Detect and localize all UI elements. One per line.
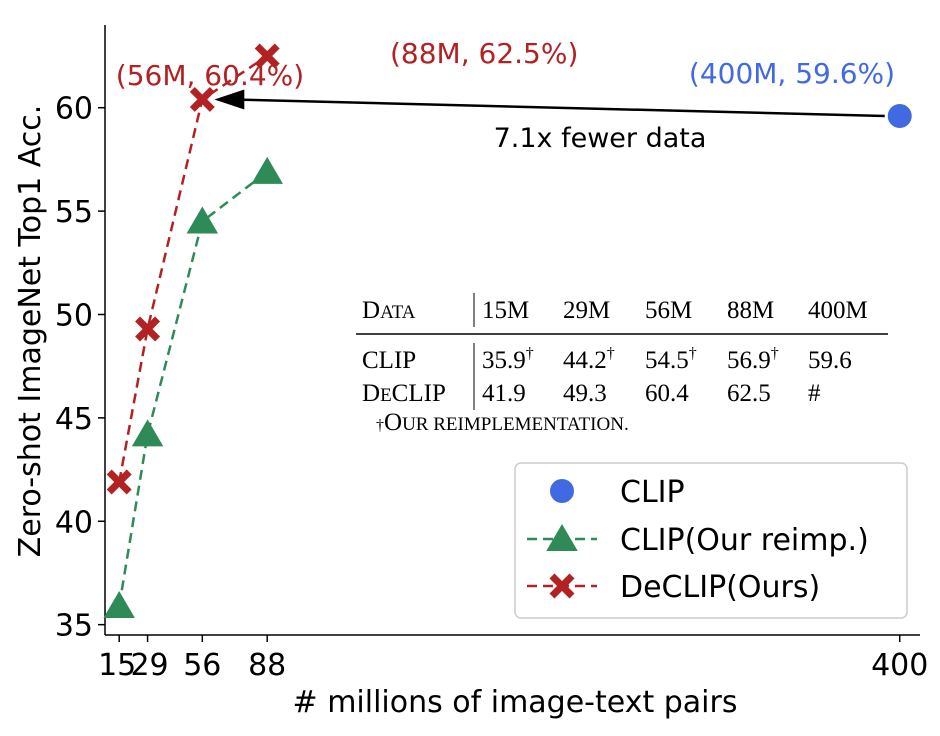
x-tick-label: 400 (871, 648, 928, 683)
data-point (254, 43, 280, 69)
data-point (186, 206, 219, 234)
table-header-cell: 400M (808, 297, 868, 324)
series-0 (887, 103, 912, 128)
data-point (135, 316, 161, 342)
table-cell: 54.5† (645, 345, 697, 374)
annotations-layer: (56M, 60.4%) (88M, 62.5%) (400M, 59.6%) 7.1… (116, 37, 895, 154)
series-1 (103, 156, 283, 619)
legend-item: CLIP (550, 475, 685, 510)
x-tick-label: 88 (248, 648, 286, 683)
axes (104, 25, 920, 636)
table-cell: 44.2† (563, 345, 615, 374)
y-tick-label: 45 (55, 402, 93, 437)
y-axis-label: Zero-shot ImageNet Top1 Acc. (13, 105, 48, 558)
series-layer (103, 43, 912, 619)
table-footnote: †OUR REIMPLEMENTATION. (376, 409, 629, 436)
table-row-label: CLIP (362, 347, 416, 374)
table-cell: # (808, 380, 821, 407)
annotation-label: (56M, 60.4%) (116, 59, 304, 92)
data-point (103, 591, 135, 619)
table-row-label: DECLIP (362, 380, 446, 407)
legend-item: DeCLIP(Ours) (527, 570, 820, 605)
legend-marker (550, 479, 574, 503)
data-point (131, 419, 164, 447)
table-header-cell: 29M (563, 297, 610, 324)
table-cell: 56.9† (727, 345, 779, 374)
x-tick-label: 29 (130, 648, 168, 683)
series-line (117, 54, 268, 483)
y-tick-label: 35 (55, 609, 93, 644)
annotation-arrowhead (214, 89, 245, 110)
data-point (887, 103, 912, 128)
legend-marker (549, 573, 575, 599)
legend-frame (514, 462, 908, 619)
table-cell: 60.4 (645, 380, 689, 407)
legend-label: CLIP (620, 475, 685, 510)
table-header-cell: DATA (362, 297, 416, 324)
data-point (251, 156, 283, 184)
table-header-cell: 15M (482, 297, 529, 324)
series-line (117, 170, 268, 607)
table-cell: 59.6 (808, 347, 852, 374)
y-tick-label: 60 (55, 92, 93, 127)
table-cell: 41.9 (482, 380, 526, 407)
x-axis-label: # millions of image-text pairs (293, 685, 738, 720)
table-cell: 62.5 (727, 380, 771, 407)
legend-label: DeCLIP(Ours) (620, 570, 820, 605)
series-2 (106, 43, 280, 495)
y-tick-label: 55 (55, 195, 93, 230)
data-point (106, 469, 132, 495)
annotation-arrow (242, 98, 885, 118)
legend-marker (546, 524, 578, 551)
table-header-cell: 56M (645, 297, 692, 324)
table-cell: 49.3 (563, 380, 607, 407)
x-tick-label: 56 (183, 648, 221, 683)
annotation-label: (400M, 59.6%) (689, 57, 895, 90)
y-ticks: 35 40 45 50 55 60 (55, 92, 105, 644)
annotation-label: (88M, 62.5%) (390, 37, 578, 70)
y-tick-label: 40 (55, 505, 93, 540)
inset-table: DATA 15M 29M 56M 88M 400M CLIP 35.9† 44.2† 54.5† 5… (356, 293, 888, 436)
annotation-label: 7.1x fewer data (494, 123, 707, 154)
table-header-cell: 88M (727, 297, 774, 324)
data-point (189, 86, 215, 112)
legend-label: CLIP(Our reimp.) (620, 523, 869, 558)
y-tick-label: 50 (55, 298, 93, 333)
x-tick-label: 15 (98, 648, 136, 683)
table-cell: 35.9† (482, 345, 534, 374)
legend: CLIP CLIP(Our reimp.) DeCLIP(Ours) (514, 462, 908, 619)
legend-item: CLIP(Our reimp.) (527, 523, 869, 558)
